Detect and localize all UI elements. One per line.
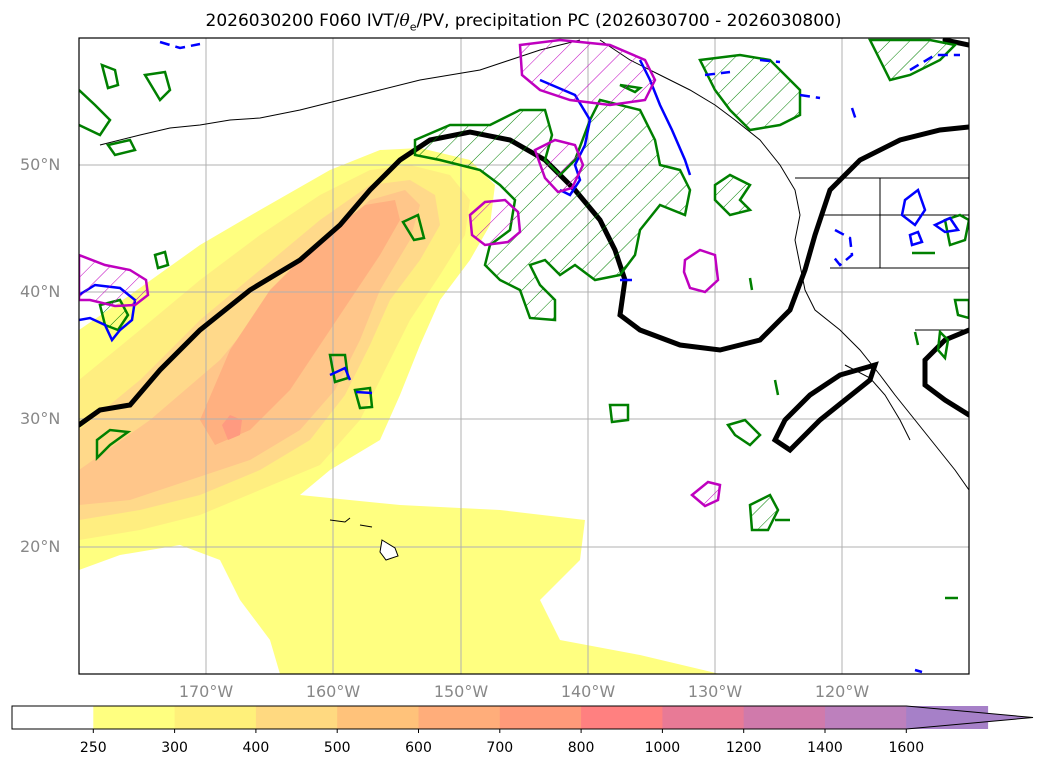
colorbar-segment (499, 706, 582, 729)
title-theta: θ (399, 11, 410, 31)
magenta-hatched-south (690, 480, 722, 508)
lat-label-30n: 30°N (20, 409, 61, 428)
colorbar-segment (743, 706, 826, 729)
colorbar (11, 705, 1034, 733)
lat-label-50n: 50°N (20, 155, 61, 174)
lon-label-140w: 140°W (560, 682, 616, 701)
lon-label-160w: 160°W (305, 682, 361, 701)
colorbar-extend-arrow (906, 706, 1033, 729)
lat-label-40n: 40°N (20, 282, 61, 301)
colorbar-segment (12, 706, 94, 729)
colorbar-tick-label: 700 (486, 740, 514, 756)
magenta-hatched-mid (533, 138, 585, 194)
colorbar-segment (93, 706, 176, 729)
magenta-hatched-west (79, 253, 150, 308)
ivt-band-700 (222, 415, 242, 440)
title-prefix: 2026030200 F060 IVT/ (205, 11, 400, 31)
colorbar-segment (174, 706, 257, 729)
colorbar-tick-label: 1600 (888, 740, 925, 756)
title-suffix: /PV, precipitation PC (2026030700 - 2026… (416, 11, 842, 31)
lat-label-20n: 20°N (20, 537, 61, 556)
colorbar-tick-label: 1400 (807, 740, 843, 756)
ivt-band-600 (200, 200, 400, 445)
green-hatched-south (748, 493, 780, 532)
colorbar-tick-label: 800 (567, 740, 595, 756)
lon-label-120w: 120°W (814, 682, 870, 701)
colorbar-segment (581, 706, 663, 729)
coastlines (99, 39, 969, 561)
map-frame (78, 37, 970, 675)
colorbar-tick-label: 300 (161, 740, 188, 756)
colorbar-outline (11, 705, 1034, 730)
title-theta-subscript: e (409, 20, 417, 34)
green-hatched-ne (713, 173, 753, 217)
magenta-hatched-circle (468, 198, 522, 247)
colorbar-tick-label: 1000 (644, 740, 681, 756)
magenta-hatched-north (518, 38, 657, 107)
lon-label-150w: 150°W (433, 682, 489, 701)
colorbar-segment (255, 706, 338, 729)
lon-label-170w: 170°W (178, 682, 234, 701)
colorbar-segment (825, 706, 907, 729)
colorbar-tick-label: 400 (242, 740, 270, 756)
colorbar-tick-label: 1200 (725, 740, 762, 756)
colorbar-segment (337, 706, 419, 729)
chart-title: 2026030200 F060 IVT/θe/PV, precipitation… (0, 11, 1047, 33)
colorbar-segment (418, 706, 501, 729)
lon-label-130w: 130°W (687, 682, 743, 701)
ivt-shading (79, 148, 720, 674)
colorbar-tick-label: 500 (323, 740, 351, 756)
colorbar-segment (662, 706, 745, 729)
colorbar-tick-label: 250 (79, 740, 107, 756)
green-hatched-ne-corner (867, 38, 958, 82)
precip-magenta-contours (79, 38, 722, 508)
colorbar-tick-label: 600 (405, 740, 432, 756)
